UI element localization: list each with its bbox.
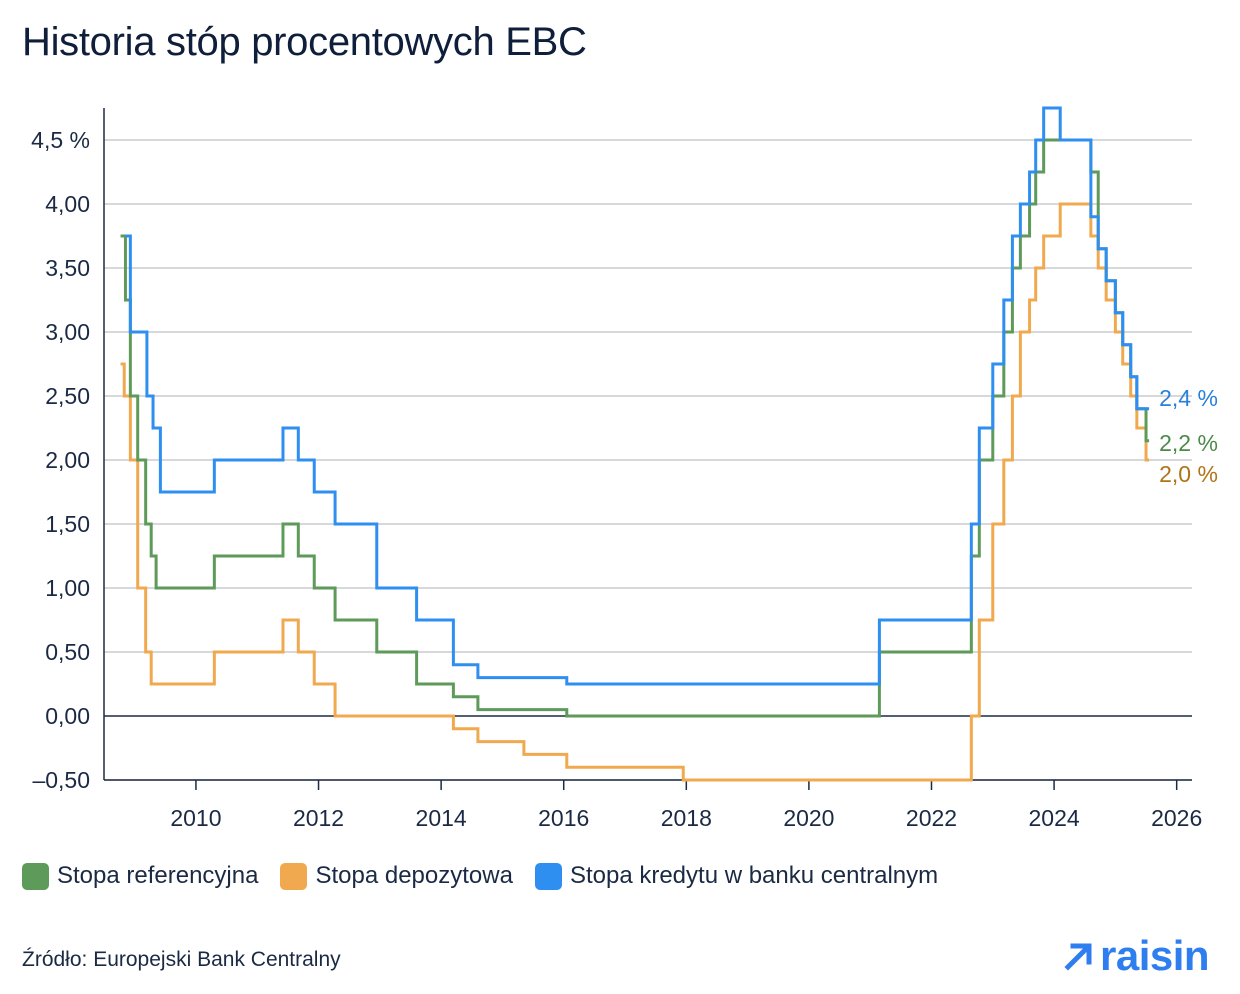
y-tick-label: 2,50 [45,383,90,409]
legend-item: Stopa depozytowa [280,862,513,890]
x-tick-label: 2026 [1151,805,1202,831]
legend-swatch [534,862,562,890]
y-tick-label: 3,50 [45,255,90,281]
x-tick-label: 2012 [293,805,344,831]
series-layer [120,106,1150,782]
y-tick-label: 1,50 [45,511,90,537]
y-tick-label: 2,00 [45,447,90,473]
axis-layer: –0,50 0,00 0,50 1,00 1,50 2,00 2,50 3,00 3,50 4,0… [31,108,1202,831]
legend-label: Stopa kredytu w banku centralnym [569,862,939,889]
y-tick-label: 1,00 [45,575,90,601]
x-tick-label: 2014 [416,805,467,831]
label-layer: 2,2 % 2,0 % 2,4 % [1159,385,1218,487]
x-tick-label: 2010 [170,805,221,831]
series-line-1 [120,202,1150,782]
arrow-up-right-icon [1064,943,1092,971]
end-value-label: 2,2 % [1159,430,1218,456]
legend: Stopa referencyjna Stopa depozytowa Stopa … [22,862,960,890]
series-line-2 [125,106,1150,686]
legend-label: Stopa depozytowa [315,862,513,889]
raisin-logo: raisin [1062,932,1210,980]
line-chart: –0,50 0,00 0,50 1,00 1,50 2,00 2,50 3,00 3,50 4,0… [31,106,1218,831]
end-value-label: 2,0 % [1159,461,1218,487]
series-line-0 [120,138,1150,718]
legend-swatch [22,862,49,890]
legend-item: Stopa referencyjna [22,862,258,890]
legend-label: Stopa referencyjna [57,862,259,889]
x-tick-label: 2016 [538,805,589,831]
y-tick-label: 0,50 [45,639,90,665]
x-tick-label: 2018 [661,805,712,831]
x-tick-label: 2020 [783,805,834,831]
y-tick-label: 0,00 [45,703,90,729]
y-tick-label: 4,00 [45,191,90,217]
legend-item: Stopa kredytu w banku centralnym [534,862,939,890]
x-tick-label: 2022 [906,805,957,831]
legend-swatch [280,862,308,890]
chart-title: Historia stóp procentowych EBC [22,20,587,64]
y-tick-label: 4,5 % [31,127,90,153]
y-tick-label: –0,50 [32,767,90,793]
logo-text: raisin [1100,932,1210,979]
y-tick-label: 3,00 [45,319,90,345]
source-note: Źródło: Europejski Bank Centralny [22,948,341,971]
end-value-label: 2,4 % [1159,385,1218,411]
x-tick-label: 2024 [1028,805,1079,831]
